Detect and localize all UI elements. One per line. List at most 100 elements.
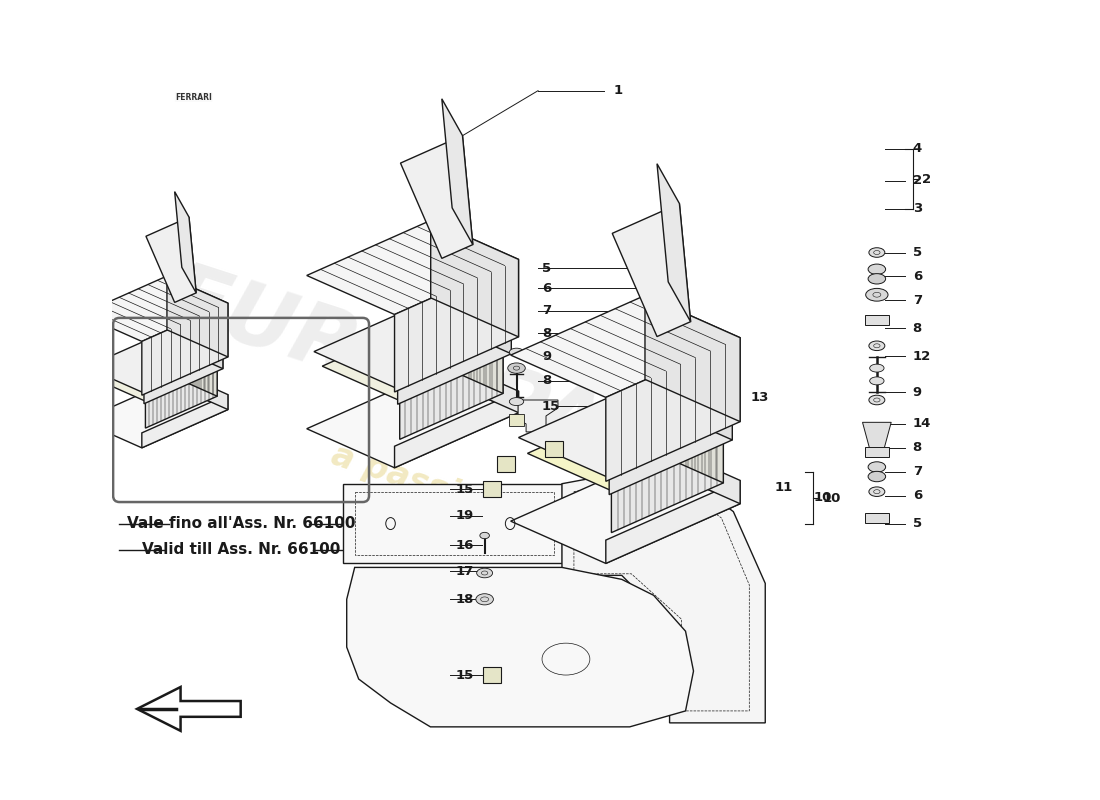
Text: FERRARI: FERRARI <box>175 93 212 102</box>
Text: 3: 3 <box>913 202 922 215</box>
Text: 14: 14 <box>913 418 931 430</box>
Polygon shape <box>657 164 691 322</box>
Text: 6: 6 <box>542 282 551 295</box>
Polygon shape <box>399 354 503 439</box>
Polygon shape <box>645 295 740 422</box>
Text: 8: 8 <box>913 442 922 454</box>
Polygon shape <box>862 422 891 452</box>
Text: Vale fino all'Ass. Nr. 66100: Vale fino all'Ass. Nr. 66100 <box>126 516 355 531</box>
Polygon shape <box>307 374 518 468</box>
Polygon shape <box>167 367 228 410</box>
Polygon shape <box>431 352 518 413</box>
Bar <box>483 482 500 498</box>
Ellipse shape <box>476 594 494 605</box>
Polygon shape <box>307 220 518 314</box>
Polygon shape <box>343 484 562 563</box>
Text: 8: 8 <box>542 374 551 387</box>
Ellipse shape <box>508 363 526 374</box>
Polygon shape <box>510 462 740 563</box>
Polygon shape <box>167 276 228 357</box>
Text: 2: 2 <box>922 173 932 186</box>
Polygon shape <box>80 382 228 448</box>
Bar <box>865 514 889 522</box>
Text: 17: 17 <box>455 565 474 578</box>
Polygon shape <box>639 404 724 483</box>
Bar <box>865 315 889 325</box>
Text: 6: 6 <box>913 270 922 283</box>
Ellipse shape <box>868 462 886 472</box>
Text: 11: 11 <box>774 481 793 494</box>
Polygon shape <box>562 464 766 723</box>
Polygon shape <box>395 259 518 392</box>
Text: a passion for parts.inc: a passion for parts.inc <box>327 438 738 601</box>
Text: 18: 18 <box>455 593 474 606</box>
Text: 9: 9 <box>913 386 922 398</box>
Text: 6: 6 <box>913 489 922 502</box>
Text: 5: 5 <box>913 517 922 530</box>
Text: 10: 10 <box>823 491 842 505</box>
Bar <box>509 414 524 426</box>
Polygon shape <box>86 332 223 393</box>
Polygon shape <box>645 438 740 504</box>
Polygon shape <box>346 567 693 727</box>
Text: 12: 12 <box>913 350 931 362</box>
Ellipse shape <box>509 398 524 406</box>
Polygon shape <box>322 320 503 401</box>
Ellipse shape <box>480 532 490 538</box>
Bar <box>497 456 515 472</box>
Text: Valid till Ass. Nr. 66100: Valid till Ass. Nr. 66100 <box>142 542 340 558</box>
Polygon shape <box>400 135 473 258</box>
Polygon shape <box>428 301 512 354</box>
Ellipse shape <box>476 568 493 578</box>
Polygon shape <box>606 481 740 563</box>
Ellipse shape <box>869 395 884 405</box>
Polygon shape <box>397 338 512 404</box>
Polygon shape <box>510 295 740 398</box>
Bar <box>865 447 889 457</box>
Ellipse shape <box>866 288 888 301</box>
Polygon shape <box>142 303 228 395</box>
Polygon shape <box>144 358 223 404</box>
Text: EUROSPARE: EUROSPARE <box>157 255 733 513</box>
Polygon shape <box>442 98 473 245</box>
Ellipse shape <box>870 377 884 385</box>
Text: 1: 1 <box>614 84 623 97</box>
Ellipse shape <box>509 348 524 356</box>
Text: 15: 15 <box>542 400 560 413</box>
Ellipse shape <box>868 274 886 284</box>
Polygon shape <box>518 400 558 432</box>
Polygon shape <box>165 332 223 369</box>
Text: 7: 7 <box>542 304 551 318</box>
Text: 19: 19 <box>455 509 474 522</box>
Ellipse shape <box>869 487 884 497</box>
Polygon shape <box>641 383 733 440</box>
Polygon shape <box>518 383 733 478</box>
Bar <box>546 442 563 458</box>
Text: 8: 8 <box>542 326 551 339</box>
Text: 10: 10 <box>813 490 832 504</box>
Polygon shape <box>175 192 196 293</box>
Polygon shape <box>426 320 503 394</box>
Polygon shape <box>613 203 691 337</box>
Polygon shape <box>609 423 733 494</box>
Text: 2: 2 <box>913 174 922 187</box>
Text: 8: 8 <box>913 322 922 334</box>
Text: 4: 4 <box>913 142 922 155</box>
Text: 16: 16 <box>455 538 474 551</box>
Text: 9: 9 <box>542 350 551 363</box>
Polygon shape <box>142 394 228 448</box>
Polygon shape <box>612 441 724 533</box>
Ellipse shape <box>869 341 884 350</box>
Ellipse shape <box>868 471 886 482</box>
Text: 7: 7 <box>913 294 922 307</box>
Polygon shape <box>145 370 217 428</box>
Ellipse shape <box>870 364 884 372</box>
Text: 15: 15 <box>455 482 474 496</box>
Polygon shape <box>163 346 217 396</box>
Ellipse shape <box>868 264 886 274</box>
Text: 7: 7 <box>913 466 922 478</box>
Text: 15: 15 <box>455 669 474 682</box>
Polygon shape <box>431 220 518 337</box>
Text: 5: 5 <box>913 246 922 259</box>
Bar <box>483 667 500 683</box>
